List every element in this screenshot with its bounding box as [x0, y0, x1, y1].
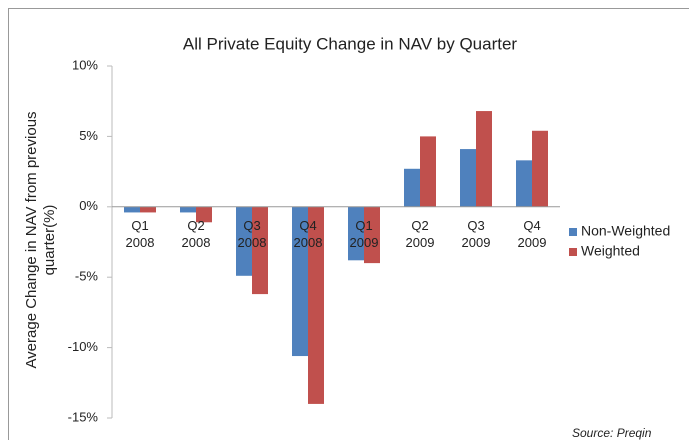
- bar: [252, 206, 268, 295]
- x-tick-label: 2009: [518, 235, 547, 250]
- bar: [308, 206, 324, 404]
- x-tick-label: Q4: [299, 218, 316, 233]
- x-tick-label: 2008: [182, 235, 211, 250]
- y-tick-label: -15%: [68, 409, 99, 424]
- y-axis-title: quarter(%): [41, 205, 58, 276]
- bar: [516, 160, 532, 207]
- y-tick-label: -5%: [75, 269, 99, 284]
- bar: [124, 206, 140, 213]
- chart-title: All Private Equity Change in NAV by Quar…: [183, 34, 518, 53]
- bar: [532, 130, 548, 207]
- x-tick-label: 2008: [126, 235, 155, 250]
- bar: [348, 206, 364, 261]
- bar: [404, 168, 420, 207]
- y-tick-label: -10%: [68, 339, 99, 354]
- legend-label: Weighted: [581, 243, 640, 259]
- x-tick-label: Q1: [355, 218, 372, 233]
- source-note: Source: Preqin: [572, 426, 652, 440]
- x-tick-label: Q4: [523, 218, 540, 233]
- bar: [236, 206, 252, 276]
- legend-swatch: [569, 228, 577, 236]
- x-tick-label: 2009: [350, 235, 379, 250]
- bar: [196, 206, 212, 223]
- bar: [420, 136, 436, 207]
- x-tick-label: Q3: [243, 218, 260, 233]
- bar: [292, 206, 308, 357]
- legend-swatch: [569, 248, 577, 256]
- x-tick-label: 2008: [294, 235, 323, 250]
- x-tick-label: Q3: [467, 218, 484, 233]
- x-tick-label: Q2: [411, 218, 428, 233]
- x-tick-label: 2009: [406, 235, 435, 250]
- x-tick-label: Q1: [131, 218, 148, 233]
- bar: [140, 206, 156, 213]
- legend-label: Non-Weighted: [581, 223, 670, 239]
- y-tick-label: 10%: [72, 57, 98, 72]
- x-tick-label: Q2: [187, 218, 204, 233]
- y-tick-label: 5%: [79, 128, 98, 143]
- y-tick-label: 0%: [79, 198, 98, 213]
- bar: [476, 111, 492, 207]
- x-tick-label: 2009: [462, 235, 491, 250]
- bar: [364, 206, 380, 264]
- y-axis-title: Average Change in NAV from previous: [23, 111, 40, 368]
- bar: [180, 206, 196, 213]
- bar: [460, 149, 476, 207]
- x-tick-label: 2008: [238, 235, 267, 250]
